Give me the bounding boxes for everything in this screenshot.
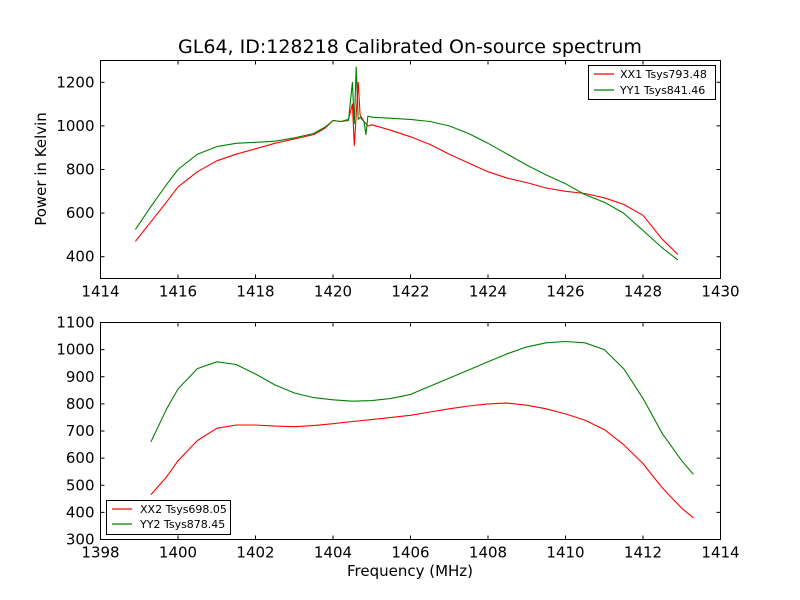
bottom-y-tick-label: 1000 [56,341,94,359]
top-x-tick-label: 1414 [81,283,119,301]
bottom-x-tick-label: 1414 [701,544,739,562]
top-series-line-yy [134,66,679,261]
top-y-tick-label: 1000 [56,117,94,135]
bottom-x-tick-label: 1398 [81,544,119,562]
top-x-tick-label: 1424 [469,283,507,301]
top-x-tick-label: 1422 [391,283,429,301]
bottom-y-tick-label: 600 [66,449,95,467]
bottom-legend-label-yy2: YY2 Tsys878.45 [139,518,225,531]
bottom-y-tick-label: 500 [66,476,95,494]
bottom-y-tick-label: 900 [66,368,95,386]
top-legend-label-xx1: XX1 Tsys793.48 [620,68,707,81]
bottom-y-tick-label: 700 [66,422,95,440]
bottom-x-tick-label: 1400 [159,544,197,562]
top-x-tick-label: 1430 [701,283,739,301]
top-panel-ticks: 1414 1416 1418 1420 1422 1424 1426 1428 1430 400 6… [56,60,740,301]
bottom-legend-box [106,500,231,535]
top-legend: XX1 Tsys793.48 YY1 Tsys841.46 [588,65,716,100]
top-y-tick-label: 1200 [56,73,94,91]
bottom-panel: 1398 1400 1402 1404 1406 1408 1410 1412 1414 300 4… [56,314,739,581]
bottom-x-tick-label: 1404 [314,544,352,562]
top-panel-lines [134,66,679,261]
top-x-tick-label: 1428 [624,283,662,301]
chart-title: GL64, ID:128218 Calibrated On-source spe… [178,36,642,58]
top-panel: 1414 1416 1418 1420 1422 1424 1426 1428 1430 400 6… [32,60,740,301]
top-y-tick-label: 400 [66,248,95,266]
bottom-y-tick-label: 300 [66,531,95,549]
top-legend-box [588,65,716,100]
bottom-legend-label-xx2: XX2 Tsys698.05 [140,503,227,516]
bottom-x-tick-label: 1408 [469,544,507,562]
bottom-x-axis-label: Frequency (MHz) [347,562,473,580]
bottom-series-line-yy [150,340,694,475]
bottom-y-tick-label: 1100 [56,314,94,332]
top-x-tick-label: 1418 [236,283,274,301]
top-x-tick-label: 1420 [314,283,352,301]
top-x-tick-label: 1426 [546,283,584,301]
top-series-line-xx [134,81,679,255]
bottom-series-line-xx [150,402,694,519]
top-legend-label-yy1: YY1 Tsys841.46 [619,84,705,97]
bottom-x-tick-label: 1410 [546,544,584,562]
top-y-axis-label: Power in Kelvin [32,112,50,226]
bottom-legend: XX2 Tsys698.05 YY2 Tsys878.45 [106,500,231,535]
top-x-tick-label: 1416 [159,283,197,301]
bottom-x-tick-label: 1402 [236,544,274,562]
bottom-panel-lines [150,340,694,519]
bottom-y-tick-label: 400 [66,503,95,521]
bottom-x-tick-label: 1406 [391,544,429,562]
top-y-tick-label: 600 [66,204,95,222]
bottom-panel-ticks: 1398 1400 1402 1404 1406 1408 1410 1412 1414 300 4… [56,314,739,562]
top-y-tick-label: 800 [66,161,95,179]
bottom-y-tick-label: 800 [66,395,95,413]
bottom-x-tick-label: 1412 [624,544,662,562]
